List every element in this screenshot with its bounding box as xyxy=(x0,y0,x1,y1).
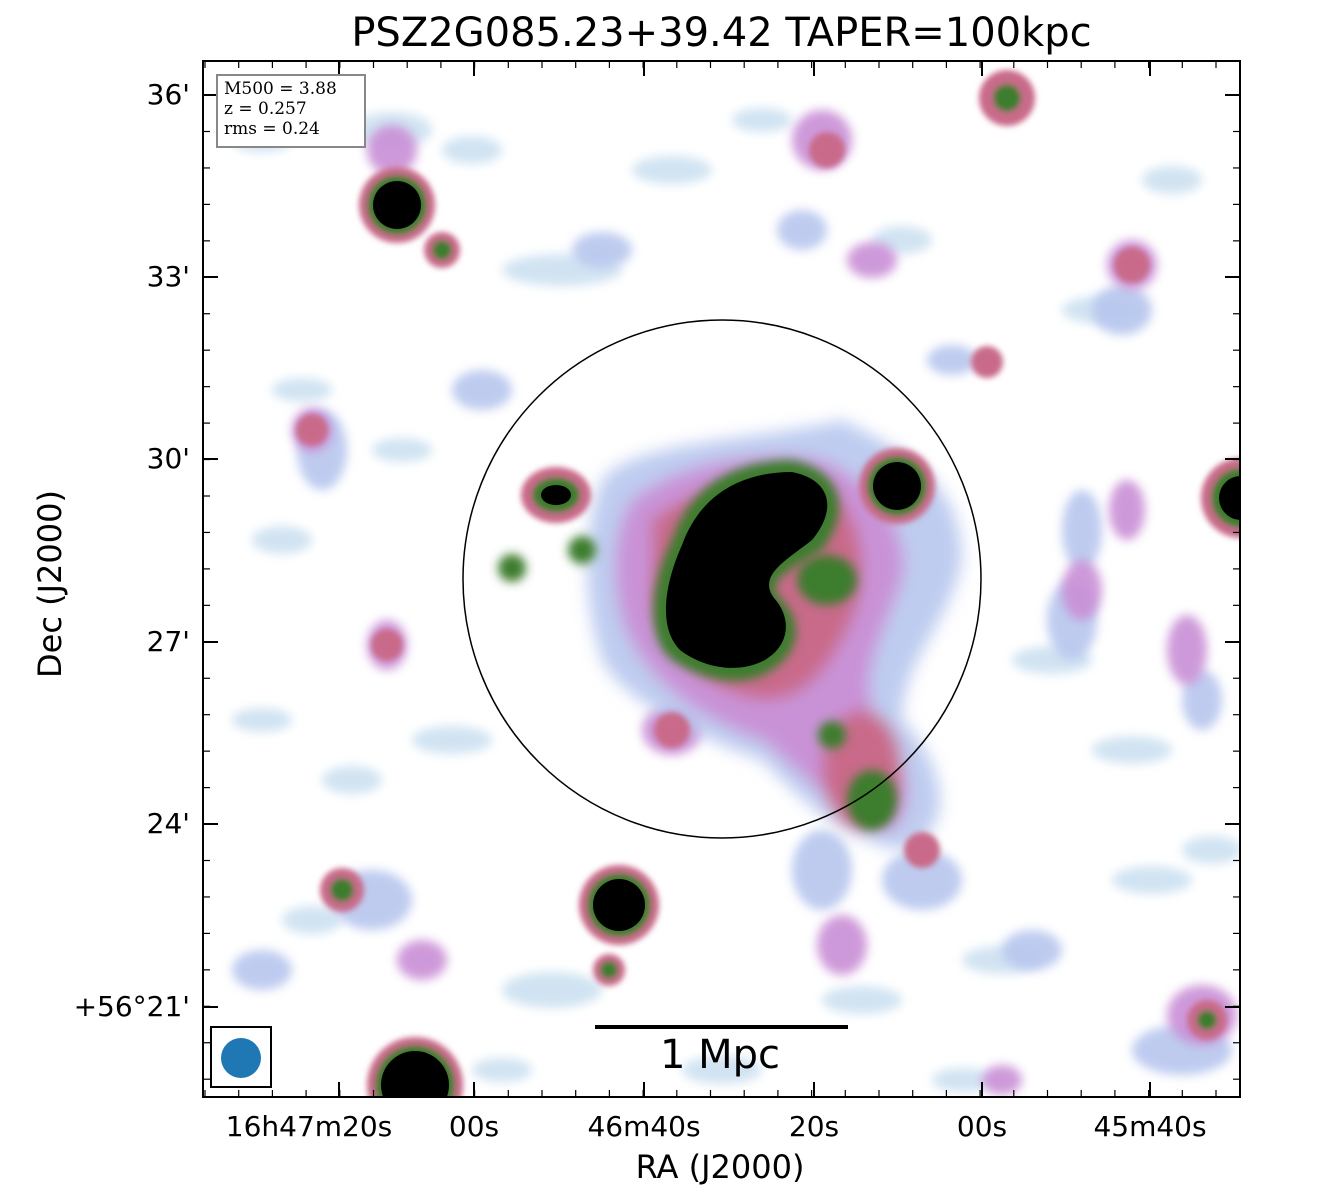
point-sources xyxy=(296,70,1241,1098)
info-box: M500 = 3.88 z = 0.257 rms = 0.24 xyxy=(216,74,366,148)
rms-label: rms = 0.24 xyxy=(224,119,320,139)
x-tick-label: 16h47m20s xyxy=(225,1110,393,1143)
m500-label: M500 = 3.88 xyxy=(224,79,337,99)
central-source xyxy=(653,460,839,681)
radio-image xyxy=(202,60,1241,1098)
minor-ticks xyxy=(202,60,1241,1098)
redshift-label: z = 0.257 xyxy=(224,99,307,119)
beam-box xyxy=(210,1026,272,1088)
x-tick-label: 46m40s xyxy=(587,1110,701,1143)
y-tick-label: 30' xyxy=(146,442,190,475)
y-tick-label: 36' xyxy=(146,78,190,111)
x-tick-label: 00s xyxy=(448,1110,500,1143)
plot-title: PSZ2G085.23+39.42 TAPER=100kpc xyxy=(351,10,1092,56)
r500-circle xyxy=(462,319,982,839)
x-tick-label: 45m40s xyxy=(1093,1110,1207,1143)
y-tick-label: 24' xyxy=(146,807,190,840)
y-tick-label: 27' xyxy=(146,625,190,658)
y-tick-label: 33' xyxy=(146,260,190,293)
y-axis-title: Dec (J2000) xyxy=(31,490,69,678)
y-tick-label: +56°21' xyxy=(73,990,190,1023)
x-axis-title: RA (J2000) xyxy=(635,1148,805,1186)
x-tick-label: 20s xyxy=(788,1110,840,1143)
beam-ellipse-icon xyxy=(221,1038,261,1078)
noise-background xyxy=(232,108,1241,1092)
scale-bar-label: 1 Mpc xyxy=(659,1032,781,1078)
x-tick-label: 00s xyxy=(956,1110,1008,1143)
